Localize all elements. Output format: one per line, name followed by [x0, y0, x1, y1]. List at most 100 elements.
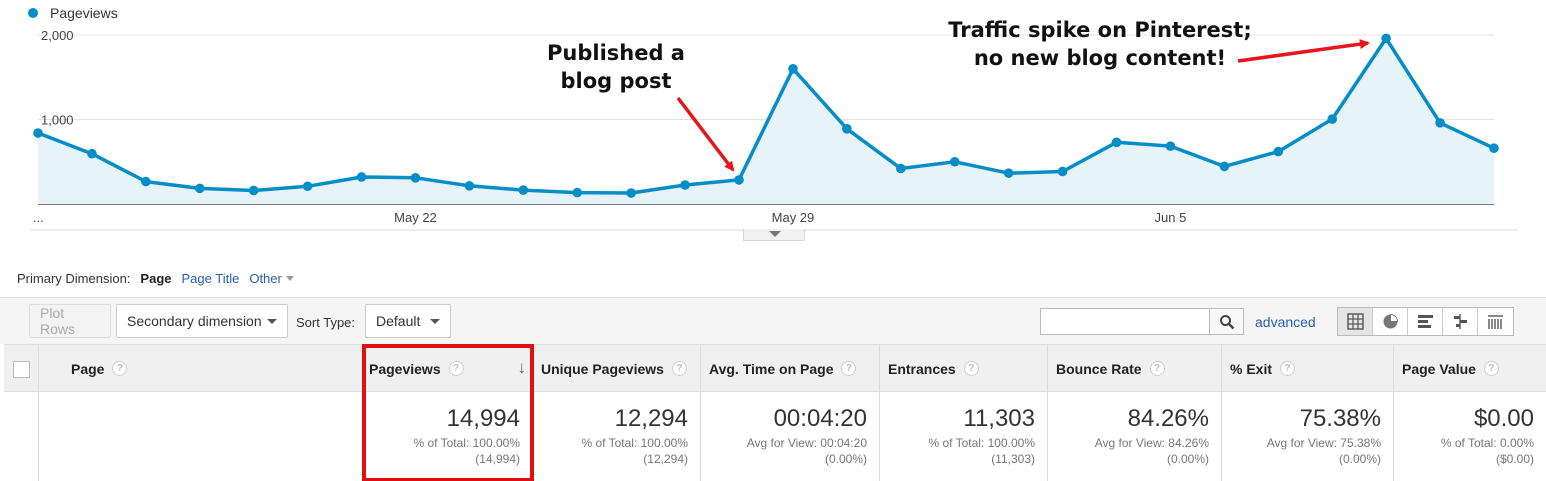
- pageviews-chart: 2,000 1,000... May 22 May 29 Jun 5 Pageviews…: [28, 5, 1518, 241]
- column-header-pageviews[interactable]: Pageviews ? ↓: [361, 345, 533, 392]
- sort-descending-icon: ↓: [517, 358, 527, 377]
- primary-dimension-bar: Primary Dimension: Page Page Title Other: [17, 271, 294, 286]
- help-icon[interactable]: ?: [963, 361, 979, 376]
- help-icon[interactable]: ?: [671, 361, 687, 376]
- column-header-entrances[interactable]: Entrances ?: [880, 345, 1048, 392]
- data-point: [87, 148, 97, 159]
- column-header-label: Pageviews: [369, 360, 441, 377]
- sort-type-label: Sort Type:: [296, 315, 356, 330]
- select-all-checkbox[interactable]: [13, 361, 30, 378]
- annotation-traffic-spike: Traffic spike on Pinterest; no new blog …: [940, 16, 1260, 72]
- series-line-pageviews: [37, 36, 1495, 195]
- help-icon[interactable]: ?: [112, 361, 128, 376]
- plot-rows-button[interactable]: Plot Rows: [29, 304, 111, 338]
- table-header: Page ? Pageviews ? ↓ Unique Pageviews ? …: [4, 344, 1546, 392]
- totals-page-value: $0.00 % of Total: 0.00% ($0.00): [1394, 392, 1546, 481]
- primary-dimension-other[interactable]: Other: [249, 271, 294, 286]
- help-icon[interactable]: ?: [841, 361, 857, 376]
- totals-exit: 75.38% Avg for View: 75.38% (0.00%): [1222, 392, 1394, 481]
- totals-page-cell: [39, 392, 361, 481]
- pivot-view-button[interactable]: [1478, 308, 1513, 335]
- x-tick-label: May 29: [772, 210, 815, 225]
- column-header-label: Bounce Rate: [1056, 360, 1142, 377]
- chevron-down-icon: [430, 318, 440, 324]
- column-header-page[interactable]: Page ?: [39, 345, 361, 392]
- secondary-dimension-dropdown[interactable]: Secondary dimension: [116, 304, 288, 338]
- sort-type-dropdown[interactable]: Default: [365, 304, 451, 338]
- series-area: [38, 38, 1494, 205]
- column-header-label: Page: [71, 360, 105, 377]
- data-point: [1219, 161, 1230, 172]
- total-value: 12,294: [614, 405, 688, 432]
- bar-view-button[interactable]: [1408, 308, 1443, 335]
- help-icon[interactable]: ?: [448, 361, 464, 376]
- total-percent: % of Total: 100.00%: [581, 436, 688, 450]
- search-button[interactable]: [1209, 308, 1244, 335]
- total-absolute: (11,303): [991, 452, 1035, 466]
- data-point: [248, 185, 259, 196]
- help-icon[interactable]: ?: [1483, 361, 1499, 376]
- total-value: 84.26%: [1127, 405, 1209, 432]
- total-absolute: (0.00%): [1166, 452, 1209, 466]
- total-absolute: ($0.00): [1495, 452, 1534, 466]
- data-point: [1435, 118, 1445, 128]
- data-point: [1327, 114, 1338, 124]
- column-header-page-value[interactable]: Page Value ?: [1394, 345, 1546, 392]
- data-point: [33, 128, 43, 138]
- x-tick-label: Jun 5: [1155, 210, 1187, 225]
- column-header-label: Entrances: [888, 360, 956, 377]
- chevron-down-icon: [285, 276, 294, 281]
- totals-entrances: 11,303 % of Total: 100.00% (11,303): [880, 392, 1048, 481]
- chart-legend[interactable]: Pageviews: [28, 5, 118, 21]
- table-totals-row: 14,994 % of Total: 100.00% (14,994) 12,2…: [4, 392, 1546, 481]
- totals-avg-time: 00:04:20 Avg for View: 00:04:20 (0.00%): [701, 392, 880, 481]
- advanced-filter-link[interactable]: advanced: [1255, 314, 1316, 330]
- table-view-button[interactable]: [1338, 308, 1373, 335]
- annotation-blog-post: Published a blog post: [536, 39, 696, 95]
- help-icon[interactable]: ?: [1280, 361, 1296, 376]
- data-point: [464, 181, 475, 191]
- comparison-view-icon: [1453, 314, 1467, 329]
- primary-dimension-page-title[interactable]: Page Title: [181, 271, 240, 286]
- data-point: [1057, 166, 1068, 177]
- column-header-unique-pageviews[interactable]: Unique Pageviews ?: [533, 345, 701, 392]
- total-percent: Avg for View: 75.38%: [1266, 436, 1381, 450]
- total-percent: % of Total: 100.00%: [413, 436, 520, 450]
- total-percent: % of Total: 0.00%: [1440, 436, 1534, 450]
- pie-view-icon: [1383, 313, 1398, 329]
- sort-type-value: Default: [376, 313, 421, 329]
- total-value: 00:04:20: [773, 405, 867, 432]
- data-point: [1165, 141, 1176, 151]
- total-absolute: (0.00%): [824, 452, 867, 466]
- data-point: [1381, 33, 1391, 44]
- primary-dimension-page[interactable]: Page: [140, 271, 172, 286]
- column-header-exit[interactable]: % Exit ?: [1222, 345, 1394, 392]
- comparison-view-button[interactable]: [1443, 308, 1478, 335]
- total-percent: Avg for View: 00:04:20: [746, 436, 867, 450]
- chevron-down-icon: [267, 318, 277, 324]
- data-point: [302, 181, 313, 192]
- pie-view-button[interactable]: [1373, 308, 1408, 335]
- column-header-label: Page Value: [1402, 360, 1476, 377]
- table-toolbar: Plot Rows Secondary dimension Sort Type:…: [0, 297, 1546, 344]
- select-all-cell: [4, 345, 39, 392]
- data-point: [896, 163, 906, 174]
- data-point: [842, 123, 852, 134]
- data-point: [626, 188, 636, 198]
- totals-unique-pageviews: 12,294 % of Total: 100.00% (12,294): [533, 392, 701, 481]
- data-point: [356, 172, 367, 182]
- chart-collapse-toggle[interactable]: [743, 229, 805, 241]
- total-percent: % of Total: 100.00%: [928, 436, 1035, 450]
- data-point: [1489, 143, 1499, 154]
- column-header-bounce-rate[interactable]: Bounce Rate ?: [1048, 345, 1222, 392]
- data-point: [680, 180, 690, 190]
- annotation-arrow: [676, 96, 735, 172]
- help-icon[interactable]: ?: [1149, 361, 1165, 376]
- total-absolute: (14,994): [475, 452, 520, 466]
- column-header-avg-time[interactable]: Avg. Time on Page ?: [701, 345, 880, 392]
- x-tick-label: May 22: [394, 210, 437, 225]
- table-search-input[interactable]: [1040, 308, 1210, 335]
- legend-label: Pageviews: [50, 5, 118, 21]
- column-header-label: Avg. Time on Page: [709, 360, 834, 377]
- total-absolute: (0.00%): [1338, 452, 1381, 466]
